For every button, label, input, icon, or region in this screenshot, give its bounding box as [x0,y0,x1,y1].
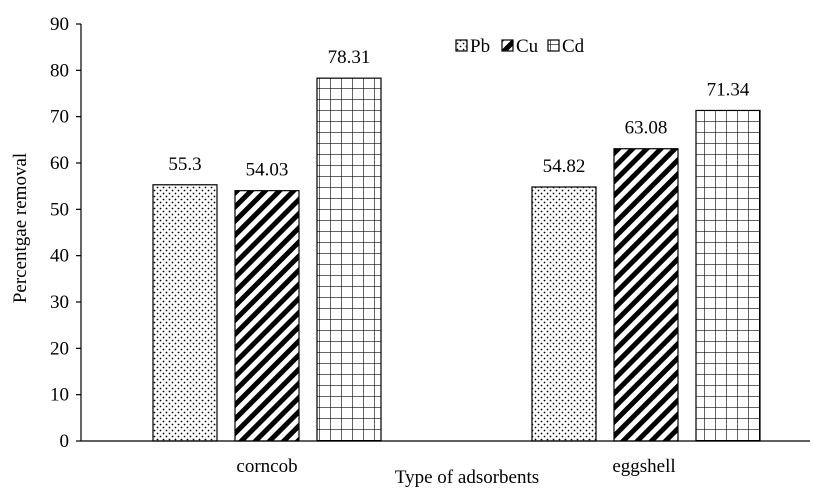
bar-cu-eggshell [613,148,679,442]
bar-cu-corncob [234,190,300,442]
legend-label: Cu [516,36,539,57]
data-label: 63.08 [625,118,668,139]
y-tick-label: 40 [50,246,69,267]
x-axis-category-labels: corncob eggshell [236,456,675,477]
data-label: 55.3 [168,154,201,175]
data-label: 54.82 [543,156,586,177]
legend: Pb Cu Cd [455,36,585,57]
x-axis-title: Type of adsorbents [395,467,539,488]
x-category-label: eggshell [612,456,675,477]
legend-swatch-cu [501,39,514,52]
y-tick-label: 80 [50,60,69,81]
x-category-label: corncob [236,456,297,477]
legend-swatch-pb [455,39,468,52]
y-tick-label: 90 [50,14,69,35]
y-tick-label: 20 [50,338,69,359]
bar-pb-corncob [152,184,218,442]
bars [152,77,761,442]
legend-label: Cd [562,36,585,57]
data-label: 78.31 [328,47,371,68]
legend-swatch-cd [547,39,560,52]
y-tick-label: 10 [50,385,69,406]
bar-pb-eggshell [531,186,597,442]
data-labels: 55.3 54.03 78.31 54.82 63.08 71.34 [168,47,750,180]
y-tick-label: 60 [50,153,69,174]
y-tick-label: 50 [50,199,69,220]
bar-cd-eggshell [695,109,761,442]
y-tick-label: 0 [60,431,70,452]
y-tick-label: 30 [50,292,69,313]
data-label: 71.34 [707,79,750,100]
y-axis-title: Percentgae removal [10,153,31,303]
data-label: 54.03 [246,160,289,181]
legend-label: Pb [470,36,490,57]
y-tick-label: 70 [50,107,69,128]
y-axis-ticks: 0 10 20 30 40 50 60 70 80 90 [50,14,81,452]
bar-cd-corncob [316,77,382,442]
